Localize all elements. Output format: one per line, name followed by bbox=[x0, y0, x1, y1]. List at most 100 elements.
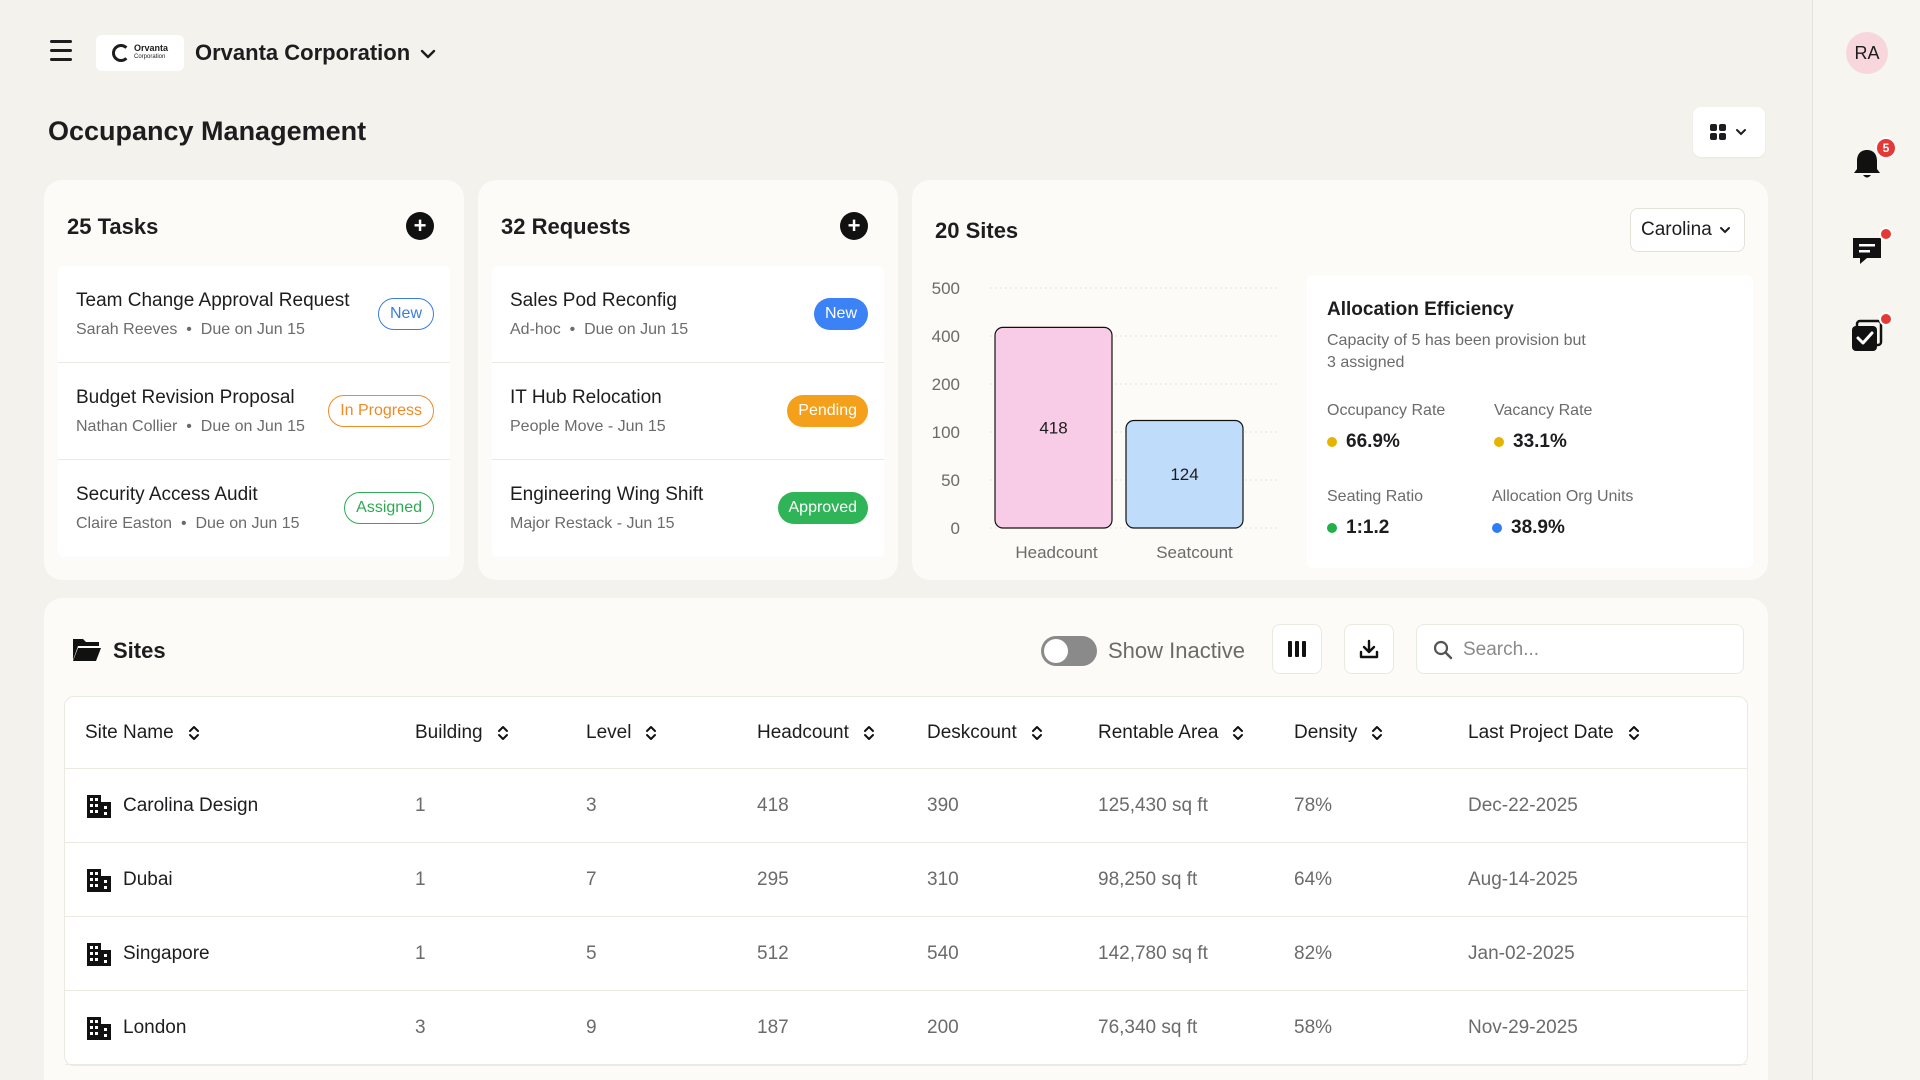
site-select-value: Carolina bbox=[1641, 219, 1712, 240]
bell-icon[interactable] bbox=[1849, 146, 1885, 182]
sort-icon[interactable] bbox=[863, 724, 875, 742]
add-request-button[interactable]: + bbox=[840, 212, 868, 240]
level-cell: 5 bbox=[586, 942, 597, 964]
sort-icon[interactable] bbox=[1371, 724, 1383, 742]
view-switcher-button[interactable] bbox=[1693, 107, 1765, 157]
metric-label: Allocation Org Units bbox=[1492, 488, 1634, 505]
request-item[interactable]: Engineering Wing Shift Major Restack - J… bbox=[492, 460, 884, 557]
request-list: Sales Pod Reconfig Ad-hoc • Due on Jun 1… bbox=[492, 266, 884, 557]
column-header-deskcount[interactable]: Deskcount bbox=[927, 697, 1043, 768]
site-name: Singapore bbox=[123, 942, 210, 964]
task-item[interactable]: Budget Revision Proposal Nathan Collier … bbox=[58, 363, 450, 460]
table-row[interactable]: Carolina Design 1 3 418 390 125,430 sq ft 78% D… bbox=[65, 769, 1747, 843]
density-cell: 78% bbox=[1294, 794, 1333, 816]
column-header-building[interactable]: Building bbox=[415, 697, 509, 768]
metric-value: 66.9% bbox=[1346, 431, 1400, 452]
rentable-area-cell: 142,780 sq ft bbox=[1098, 942, 1208, 964]
bar-headcount[interactable] bbox=[994, 326, 1113, 529]
avatar[interactable]: RA bbox=[1846, 32, 1888, 74]
bar-seatcount[interactable] bbox=[1125, 419, 1244, 529]
sort-icon[interactable] bbox=[645, 724, 657, 742]
search-box[interactable] bbox=[1416, 624, 1744, 674]
request-item[interactable]: Sales Pod Reconfig Ad-hoc • Due on Jun 1… bbox=[492, 266, 884, 363]
metric-label: Vacancy Rate bbox=[1494, 402, 1593, 419]
column-label: Site Name bbox=[85, 721, 174, 743]
task-meta: Claire Easton • Due on Jun 15 bbox=[76, 515, 300, 532]
right-rail: RA 5 bbox=[1812, 0, 1920, 1080]
chart-y-ticks: 0 50 100 200 400 500 bbox=[932, 279, 960, 538]
headcount-cell: 187 bbox=[757, 1016, 789, 1038]
task-assignee: Claire Easton bbox=[76, 515, 173, 532]
column-header-level[interactable]: Level bbox=[586, 697, 657, 768]
building-icon bbox=[85, 1015, 113, 1041]
headcount-cell: 512 bbox=[757, 942, 789, 964]
show-inactive-toggle[interactable] bbox=[1041, 636, 1097, 666]
task-item[interactable]: Team Change Approval Request Sarah Reeve… bbox=[58, 266, 450, 363]
chat-icon[interactable] bbox=[1849, 232, 1885, 268]
tasks-card: 25 Tasks + Team Change Approval Request … bbox=[44, 180, 464, 580]
last-project-date-cell: Aug-14-2025 bbox=[1468, 868, 1578, 890]
download-button[interactable] bbox=[1344, 624, 1394, 674]
task-meta: Nathan Collier • Due on Jun 15 bbox=[76, 418, 305, 435]
y-tick-label: 50 bbox=[941, 471, 960, 490]
request-item[interactable]: IT Hub Relocation People Move - Jun 15 P… bbox=[492, 363, 884, 460]
status-badge: Assigned bbox=[344, 492, 434, 524]
tasks-check-icon[interactable] bbox=[1849, 318, 1885, 354]
building-cell: 1 bbox=[415, 868, 426, 890]
column-label: Headcount bbox=[757, 721, 849, 743]
building-icon bbox=[85, 793, 113, 819]
columns-button[interactable] bbox=[1272, 624, 1322, 674]
deskcount-cell: 310 bbox=[927, 868, 959, 890]
deskcount-cell: 540 bbox=[927, 942, 959, 964]
add-task-button[interactable]: + bbox=[406, 212, 434, 240]
menu-icon[interactable] bbox=[50, 40, 78, 66]
table-row[interactable]: Dubai 1 7 295 310 98,250 sq ft 64% Aug-14-2025 bbox=[65, 843, 1747, 917]
chevron-down-icon[interactable] bbox=[418, 44, 438, 64]
logo-subtext: Corporation bbox=[133, 54, 166, 60]
sort-icon[interactable] bbox=[1628, 724, 1640, 742]
site-select[interactable]: Carolina bbox=[1630, 208, 1745, 252]
task-title: Security Access Audit bbox=[76, 484, 258, 505]
task-item[interactable]: Security Access Audit Claire Easton • Du… bbox=[58, 460, 450, 557]
request-meta: Ad-hoc • Due on Jun 15 bbox=[510, 321, 689, 338]
table-row[interactable]: London 3 9 187 200 76,340 sq ft 58% Nov-29-2025 bbox=[65, 991, 1747, 1065]
request-type: Ad-hoc bbox=[510, 321, 561, 338]
sort-icon[interactable] bbox=[1232, 724, 1244, 742]
column-header-headcount[interactable]: Headcount bbox=[757, 697, 875, 768]
site-name: Dubai bbox=[123, 868, 173, 890]
column-header-site-name[interactable]: Site Name bbox=[85, 697, 200, 768]
search-icon bbox=[1433, 640, 1453, 660]
org-switcher[interactable]: Orvanta Corporation bbox=[195, 40, 411, 65]
bar-value-label: 418 bbox=[1039, 419, 1067, 438]
search-input[interactable] bbox=[1463, 635, 1733, 665]
site-name: London bbox=[123, 1016, 187, 1038]
headcount-cell: 295 bbox=[757, 868, 789, 890]
columns-icon bbox=[1288, 641, 1306, 657]
x-category-label: Headcount bbox=[1015, 543, 1098, 562]
requests-card: 32 Requests + Sales Pod Reconfig Ad-hoc … bbox=[478, 180, 898, 580]
density-cell: 64% bbox=[1294, 868, 1333, 890]
sort-icon[interactable] bbox=[497, 724, 509, 742]
task-assignee: Nathan Collier bbox=[76, 418, 178, 435]
deskcount-cell: 200 bbox=[927, 1016, 959, 1038]
rentable-area-cell: 98,250 sq ft bbox=[1098, 868, 1198, 890]
chevron-down-icon bbox=[1719, 227, 1730, 234]
show-inactive-label: Show Inactive bbox=[1108, 638, 1245, 663]
column-header-density[interactable]: Density bbox=[1294, 697, 1383, 768]
metric-value: 38.9% bbox=[1511, 517, 1565, 538]
task-title: Budget Revision Proposal bbox=[76, 387, 295, 408]
level-cell: 3 bbox=[586, 794, 597, 816]
table-header-row: Site Name Building Level Headcount Deskc… bbox=[65, 697, 1747, 769]
table-row[interactable]: Singapore 1 5 512 540 142,780 sq ft 82% Jan-02-… bbox=[65, 917, 1747, 991]
column-header-rentable-area[interactable]: Rentable Area bbox=[1098, 697, 1244, 768]
column-label: Level bbox=[586, 721, 632, 743]
density-cell: 82% bbox=[1294, 942, 1333, 964]
logo-text: Orvanta bbox=[133, 43, 168, 53]
column-header-last-project-date[interactable]: Last Project Date bbox=[1468, 697, 1640, 768]
sort-icon[interactable] bbox=[1031, 724, 1043, 742]
headcount-chart: 0 50 100 200 400 500 418 Headcount 124 Seatcount bbox=[932, 279, 1280, 562]
sites-count-title: 20 Sites bbox=[935, 218, 1019, 243]
sort-icon[interactable] bbox=[188, 724, 200, 742]
request-title: IT Hub Relocation bbox=[510, 387, 662, 408]
bar-value-label: 124 bbox=[1170, 465, 1198, 484]
